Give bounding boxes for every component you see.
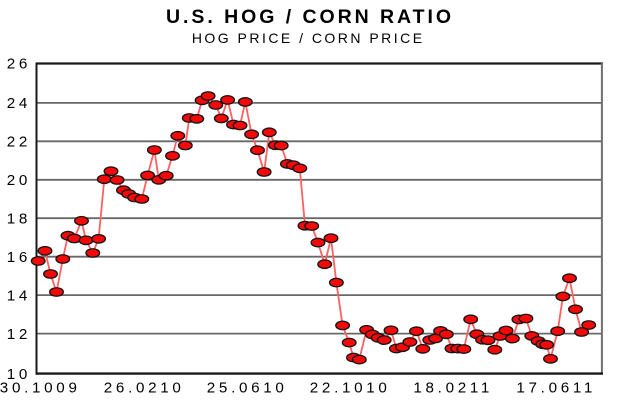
svg-text:25.0610: 25.0610	[207, 380, 288, 397]
svg-text:14: 14	[7, 287, 31, 304]
svg-text:U.S. HOG / CORN RATIO: U.S. HOG / CORN RATIO	[166, 6, 454, 28]
svg-text:18: 18	[7, 210, 31, 227]
svg-text:30.1009: 30.1009	[0, 380, 81, 397]
svg-text:24: 24	[7, 95, 31, 112]
svg-text:HOG PRICE / CORN PRICE: HOG PRICE / CORN PRICE	[192, 30, 425, 46]
svg-text:18.0211: 18.0211	[413, 380, 493, 397]
svg-text:12: 12	[7, 326, 31, 343]
svg-text:17.0611: 17.0611	[516, 380, 596, 397]
svg-text:22.1010: 22.1010	[310, 380, 391, 397]
svg-text:26.0210: 26.0210	[104, 380, 185, 397]
svg-text:22: 22	[7, 134, 31, 151]
svg-text:26: 26	[7, 56, 31, 73]
svg-text:10: 10	[7, 366, 31, 383]
svg-text:20: 20	[7, 172, 31, 189]
svg-text:16: 16	[7, 249, 31, 266]
